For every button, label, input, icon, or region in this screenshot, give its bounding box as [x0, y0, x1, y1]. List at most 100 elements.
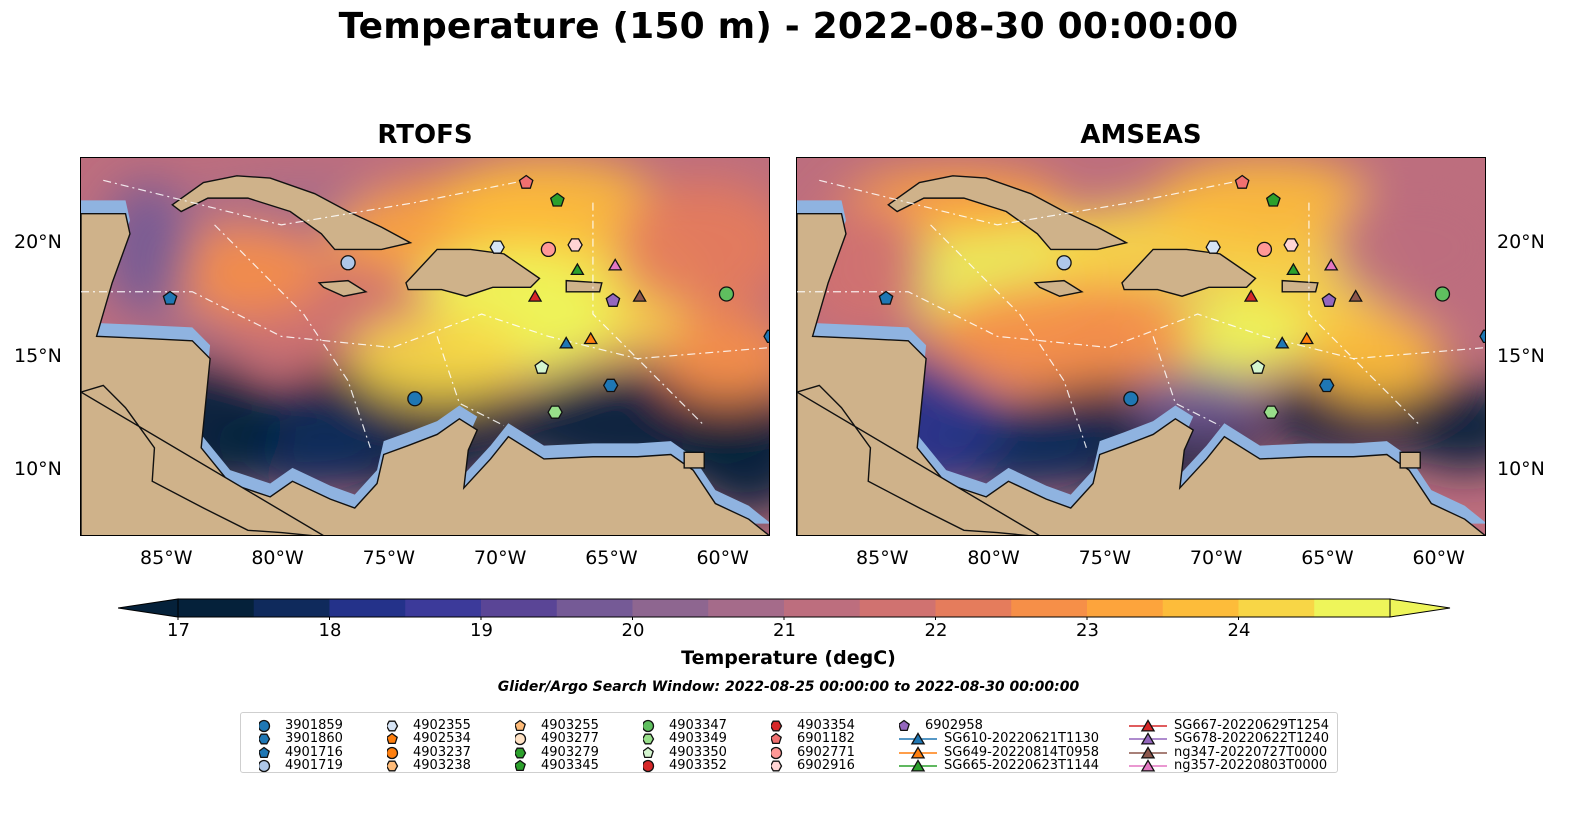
rtofs-map-canvas	[81, 158, 769, 535]
x-tick-75w-panel1: 75°W	[362, 547, 416, 569]
legend-marker	[515, 759, 526, 771]
y-tick-15n-left: 15°N	[14, 345, 62, 367]
x-tick-65w-panel1: 65°W	[585, 547, 638, 569]
obs-marker-4903350	[1250, 359, 1266, 374]
colorbar-segment	[329, 599, 406, 617]
x-tick-85w-panel2: 85°W	[856, 547, 909, 569]
eez-boundary-line	[1308, 202, 1421, 426]
land-cbottom	[797, 384, 1040, 535]
legend-marker	[259, 733, 271, 745]
x-tick-65w-panel2: 65°W	[1301, 547, 1354, 569]
figure-title: Temperature (150 m) - 2022-08-30 00:00:0…	[338, 6, 1239, 47]
colorbar-segment	[1011, 599, 1088, 617]
x-tick-70w-panel2: 70°W	[1189, 547, 1243, 569]
colorbar-segment	[1162, 599, 1239, 617]
obs-marker-4901719	[1056, 255, 1072, 271]
legend-marker	[1140, 758, 1156, 772]
colorbar-segment	[481, 599, 558, 617]
colorbar-segment	[405, 599, 482, 617]
land-hispaniola	[405, 248, 541, 297]
obs-marker-sg649-20220814t0958	[583, 331, 598, 345]
colorbar-segment	[859, 599, 936, 617]
colorbar-segment	[253, 599, 330, 617]
legend-label: 4903255	[541, 718, 599, 733]
y-tick-20n-left: 20°N	[14, 231, 62, 253]
legend-label: SG667-20220629T1254	[1174, 718, 1330, 733]
obs-marker-4901719	[340, 255, 356, 271]
obs-marker-sg667-20220629t1254	[1243, 289, 1259, 302]
colorbar-segment	[1238, 599, 1315, 617]
panel-title-amseas: AMSEAS	[1080, 120, 1202, 150]
legend-marker-hexagon-icon	[643, 733, 655, 745]
legend-label: 4903350	[669, 744, 727, 760]
land-central	[797, 213, 1485, 535]
legend-label: 6902916	[797, 757, 855, 773]
legend-marker	[515, 747, 527, 759]
legend-marker	[1140, 719, 1156, 732]
colorbar-segment	[1314, 599, 1391, 617]
eez-boundary-line	[436, 336, 505, 427]
legend-label: SG649-20220814T0958	[944, 744, 1100, 760]
obs-marker-6902916	[567, 238, 583, 252]
legend-marker-triangle-icon	[899, 745, 937, 759]
obs-marker-6901182	[1234, 174, 1250, 189]
eez-boundary-line	[214, 224, 371, 449]
colorbar-segment	[708, 599, 785, 617]
obs-marker-sg610-20220621t1130	[1275, 336, 1290, 349]
legend-marker	[259, 746, 270, 758]
legend-label: 4903354	[797, 718, 855, 733]
legend-label: 6902958	[925, 718, 983, 733]
x-tick-70w-panel1: 70°W	[473, 547, 527, 569]
obs-marker-sg665-20220623t1144	[570, 262, 585, 276]
legend-label: ng347-20220727T0000	[1174, 744, 1328, 760]
colorbar	[118, 598, 1451, 620]
legend-marker	[643, 746, 654, 758]
legend-marker	[1140, 745, 1156, 759]
legend-label: 6901182	[797, 731, 855, 747]
legend-marker	[643, 719, 655, 733]
colorbar-max-extend	[1389, 598, 1451, 618]
eez-boundary-line	[81, 291, 769, 360]
obs-marker-4902355	[489, 240, 505, 254]
obs-marker-4901716	[878, 290, 894, 305]
legend-marker-pentagon-icon	[643, 746, 654, 758]
legend-marker	[771, 732, 782, 745]
obs-marker-6902958	[605, 292, 621, 307]
legend-marker	[910, 732, 926, 745]
obs-marker-3901860	[1479, 329, 1485, 344]
obs-marker-4903345	[1265, 192, 1281, 207]
colorbar-tick-label: 22	[924, 620, 948, 641]
land-hispaniola	[1121, 248, 1257, 297]
obs-marker-3901860	[602, 378, 619, 393]
x-tick-75w-panel2: 75°W	[1078, 547, 1132, 569]
legend-label: 3901860	[285, 731, 343, 747]
colorbar-tick-label: 19	[470, 620, 493, 641]
land-central	[81, 213, 769, 535]
land-trinidad	[683, 451, 705, 469]
legend-marker-hexagon-icon	[259, 733, 271, 745]
eez-boundary-line	[930, 224, 1087, 449]
eez-boundary-line	[797, 291, 1485, 360]
legend-marker-circle-icon	[643, 759, 655, 773]
legend-label: 4903347	[669, 718, 727, 733]
eez-boundary-line	[592, 202, 705, 426]
land-trinidad	[1399, 451, 1421, 469]
legend-marker	[643, 733, 655, 745]
colorbar-tick-label: 24	[1227, 620, 1251, 641]
legend-label: 4903238	[413, 757, 471, 773]
obs-marker-3901859	[407, 391, 423, 407]
legend-marker-pentagon-icon	[771, 732, 782, 745]
x-tick-80w-panel1: 80°W	[251, 547, 304, 569]
legend-marker	[643, 759, 655, 773]
legend-marker-hexagon-icon	[771, 720, 783, 732]
legend-marker-circle-icon	[515, 733, 527, 746]
colorbar-segment	[632, 599, 709, 617]
colorbar-segment	[556, 599, 633, 617]
land-puertorico	[565, 279, 603, 293]
legend-label: SG610-20220621T1130	[944, 731, 1100, 747]
legend-marker	[899, 719, 910, 732]
legend-marker	[771, 760, 783, 772]
legend-marker	[259, 719, 271, 733]
legend-marker	[259, 759, 271, 773]
x-tick-60w-panel1: 60°W	[696, 547, 749, 569]
